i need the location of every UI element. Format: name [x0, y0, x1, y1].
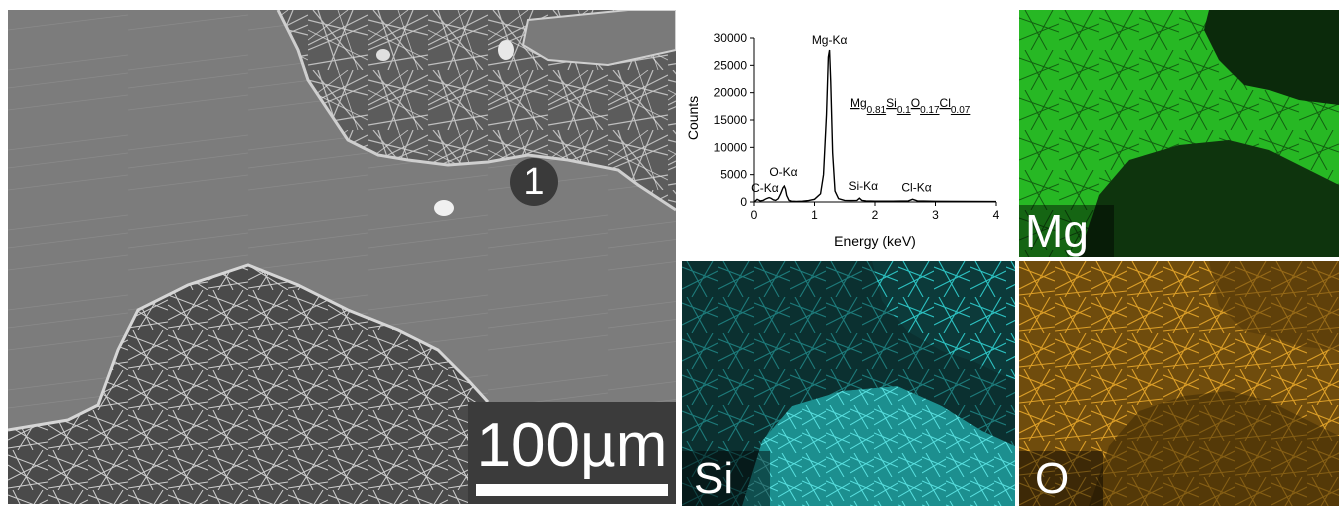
scale-bar-box: 100µm	[468, 402, 676, 504]
o-label-badge	[1019, 451, 1103, 506]
peak-label: Cl-Kα	[901, 180, 931, 194]
peak-label: Mg-Kα	[812, 33, 848, 47]
peak-label: Si-Kα	[848, 179, 878, 193]
y-tick-label: 20000	[714, 86, 748, 100]
o-map-texture	[1019, 261, 1339, 506]
eds-spectrum-svg: 0 1 2 3 4 0 5000 10000 15000 20000 25000 30000 Mg-K…	[685, 31, 1000, 249]
si-map-texture	[682, 261, 1015, 506]
x-tick-label: 2	[872, 208, 879, 222]
mg-map-texture	[1019, 10, 1339, 257]
mg-map-label: Mg	[1025, 205, 1089, 257]
mg-label-badge	[1019, 205, 1114, 257]
y-tick-label: 15000	[714, 113, 748, 127]
chart-ticks: 0 1 2 3 4 0 5000 10000 15000 20000 25000 30000	[714, 31, 1000, 222]
si-eds-map: Si	[682, 261, 1015, 506]
o-map-label: O	[1035, 454, 1070, 503]
peak-annotations: Mg-Kα O-Kα C-Kα Si-Kα Cl-Kα	[751, 33, 932, 195]
y-axis-label: Counts	[685, 96, 701, 140]
sem-micrograph: 1 100µm	[8, 10, 676, 504]
eds-spectrum-chart: 0 1 2 3 4 0 5000 10000 15000 20000 25000 30000 Mg-K…	[682, 10, 1015, 250]
y-tick-label: 5000	[720, 168, 747, 182]
composition-label: Mg0.81Si0.1O0.17Cl0.07	[850, 96, 971, 116]
x-axis-label: Energy (keV)	[834, 233, 916, 249]
peak-label: C-Kα	[751, 181, 779, 195]
x-tick-label: 1	[811, 208, 818, 222]
spectrum-series-line	[753, 49, 997, 203]
y-tick-label: 10000	[714, 140, 748, 154]
scale-bar	[476, 484, 668, 496]
y-tick-label: 0	[740, 195, 747, 209]
composition-formula: Mg0.81Si0.1O0.17Cl0.07	[850, 96, 971, 116]
y-tick-label: 25000	[714, 58, 748, 72]
o-eds-map: O	[1019, 261, 1339, 506]
scale-bar-label: 100µm	[476, 411, 668, 480]
peak-label: O-Kα	[769, 165, 797, 179]
sem-texture	[8, 10, 676, 504]
x-tick-label: 4	[993, 208, 1000, 222]
mg-eds-map: Mg	[1019, 10, 1339, 257]
x-tick-label: 3	[932, 208, 939, 222]
region-marker: 1	[510, 158, 558, 206]
y-tick-label: 30000	[714, 31, 748, 45]
x-tick-label: 0	[751, 208, 758, 222]
si-map-label: Si	[694, 454, 734, 503]
si-label-badge	[682, 451, 770, 506]
